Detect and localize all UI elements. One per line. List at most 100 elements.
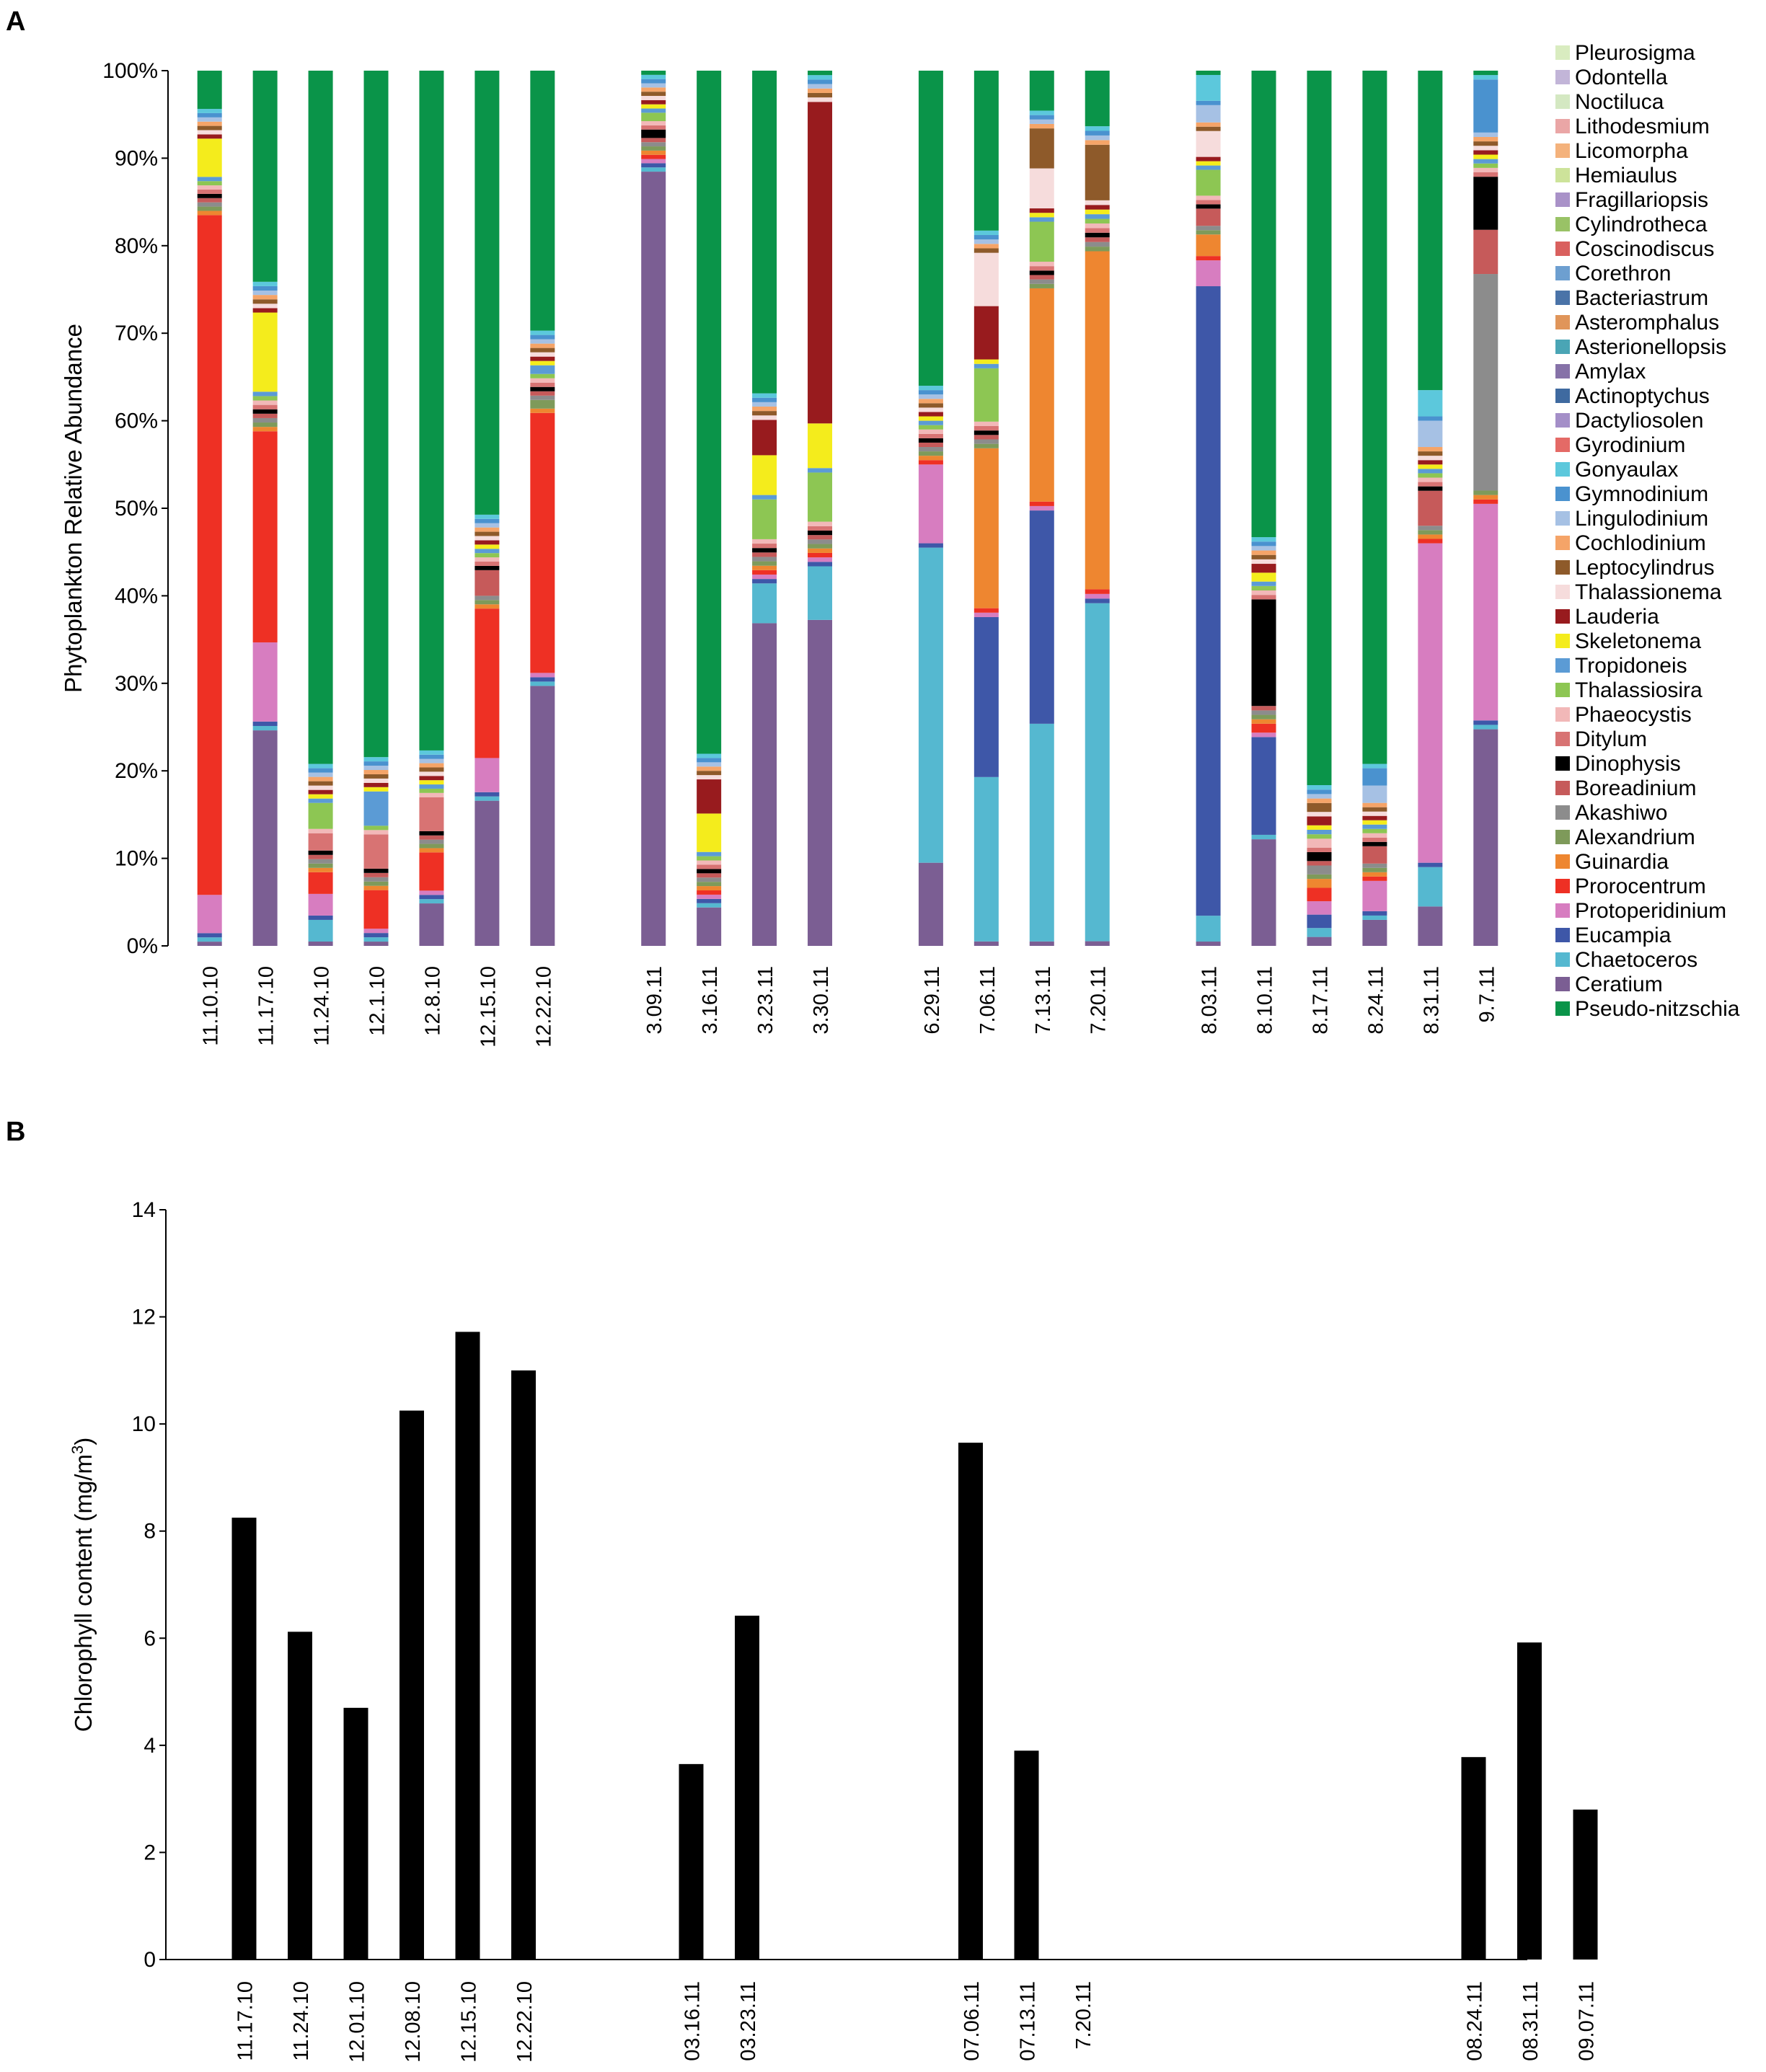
- bar-segment: [697, 753, 722, 758]
- bar-segment: [474, 536, 500, 541]
- bar-segment: [252, 304, 278, 309]
- bar-segment: [697, 882, 722, 887]
- bar-segment: [1251, 839, 1276, 946]
- bar-segment: [530, 71, 555, 331]
- bar-segment: [474, 800, 500, 946]
- bar-segment: [697, 873, 722, 878]
- bar-segment: [808, 71, 833, 76]
- bar-segment: [1085, 126, 1110, 131]
- bar-segment: [918, 447, 943, 452]
- bar-segment: [918, 862, 943, 946]
- x-tick-label: 11.10.10: [200, 966, 223, 1046]
- legend-label: Odontella: [1575, 66, 1668, 89]
- bar-segment: [530, 360, 555, 366]
- bar-segment: [1418, 71, 1443, 391]
- bar-segment: [474, 553, 500, 558]
- bar-segment: [1307, 789, 1332, 794]
- bar: [1573, 1810, 1598, 1960]
- bar-segment: [1418, 539, 1443, 544]
- bar-segment: [1418, 867, 1443, 907]
- bar-segment: [252, 396, 278, 401]
- legend-label: Thalassionema: [1575, 580, 1722, 604]
- bar-segment: [752, 402, 777, 407]
- legend-swatch: [1555, 143, 1570, 158]
- bar-segment: [752, 393, 777, 398]
- bar-segment: [197, 942, 222, 946]
- bar-segment: [308, 863, 333, 868]
- legend-swatch: [1555, 413, 1570, 428]
- bar-segment: [918, 433, 943, 438]
- bar-segment: [197, 215, 222, 895]
- bar-segment: [1307, 816, 1332, 825]
- bar-segment: [530, 395, 555, 400]
- bar-segment: [697, 856, 722, 861]
- legend-swatch: [1555, 217, 1570, 231]
- bar-segment: [918, 416, 943, 421]
- legend-swatch: [1555, 756, 1570, 771]
- bar-segment: [973, 363, 999, 368]
- bar-segment: [197, 112, 222, 118]
- bar: [1014, 1750, 1039, 1960]
- bar-segment: [1196, 130, 1221, 157]
- legend-swatch: [1555, 242, 1570, 256]
- bar-segment: [1307, 71, 1332, 786]
- bar-segment: [308, 833, 333, 851]
- bar-segment: [1418, 490, 1443, 526]
- bar-segment: [252, 721, 278, 726]
- bar-segment: [252, 730, 278, 946]
- bar-segment: [1307, 812, 1332, 817]
- bar-segment: [752, 552, 777, 557]
- bar-segment: [918, 71, 943, 386]
- bar-segment: [1418, 473, 1443, 478]
- bar-segment: [530, 673, 555, 678]
- bar-segment: [641, 71, 666, 75]
- bar-segment: [474, 608, 500, 758]
- bar-segment: [1029, 275, 1054, 280]
- bar-segment: [641, 154, 666, 159]
- bar-segment: [1307, 851, 1332, 862]
- bar-segment: [308, 919, 333, 942]
- bar-segment: [1196, 208, 1221, 226]
- legend-label: Corethron: [1575, 262, 1671, 285]
- bar-segment: [1029, 221, 1054, 262]
- legend-label: Gyrodinium: [1575, 433, 1685, 457]
- bar-segment: [308, 71, 333, 764]
- bar-segment: [1196, 256, 1221, 261]
- bar-segment: [1029, 168, 1054, 209]
- legend-label: Pleurosigma: [1575, 41, 1695, 65]
- y-tick-label: 4: [144, 1734, 156, 1758]
- legend-swatch: [1555, 854, 1570, 869]
- bar-segment: [1251, 719, 1276, 724]
- x-tick-label: 12.22.10: [532, 966, 555, 1048]
- bar-segment: [419, 763, 444, 768]
- legend-label: Dactyliosolen: [1575, 409, 1703, 433]
- legend-label: Cylindrotheca: [1575, 213, 1708, 236]
- bar-segment: [1307, 928, 1332, 937]
- legend-label: Amylax: [1575, 360, 1646, 384]
- bar-segment: [1307, 861, 1332, 866]
- legend-label: Ditylum: [1575, 727, 1647, 751]
- bar-segment: [474, 792, 500, 797]
- bar-segment: [1085, 237, 1110, 242]
- bar-segment: [308, 850, 333, 855]
- bar-segment: [752, 415, 777, 420]
- bar-segment: [419, 750, 444, 755]
- bar-segment: [641, 146, 666, 151]
- legend-label: Guinardia: [1575, 850, 1669, 874]
- bar-segment: [697, 886, 722, 891]
- bar-segment: [1473, 141, 1498, 146]
- bar-segment: [308, 867, 333, 872]
- bar-segment: [308, 785, 333, 790]
- x-tick-label: 8.24.11: [1364, 966, 1387, 1035]
- bar-segment: [197, 185, 222, 190]
- legend-label: Lingulodinium: [1575, 507, 1708, 531]
- bar-segment: [474, 71, 500, 515]
- legend-swatch: [1555, 340, 1570, 354]
- bar-segment: [252, 285, 278, 291]
- bar-segment: [973, 235, 999, 240]
- bar-segment: [419, 788, 444, 793]
- bar-segment: [1362, 811, 1387, 816]
- bar-segment: [1251, 559, 1276, 565]
- bar-segment: [1307, 798, 1332, 803]
- legend-swatch: [1555, 511, 1570, 526]
